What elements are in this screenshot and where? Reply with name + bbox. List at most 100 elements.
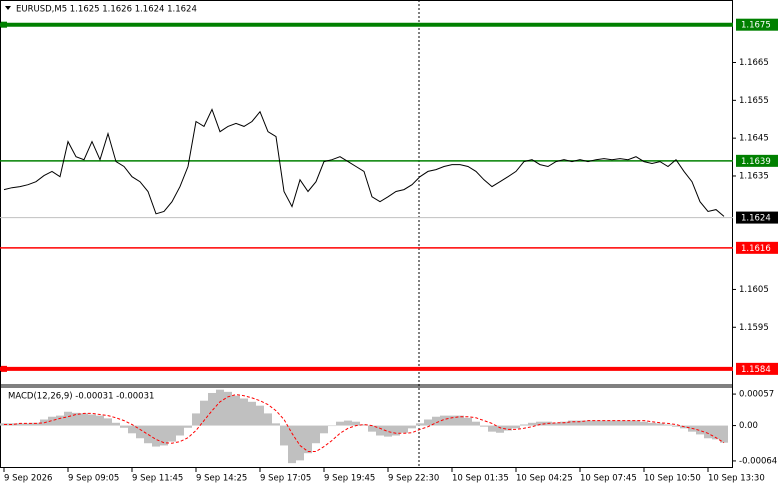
histogram-bar: [168, 425, 176, 442]
histogram-bar: [160, 425, 168, 446]
chart-title: EURUSD,M5 1.1625 1.1626 1.1624 1.1624: [16, 5, 197, 15]
histogram-bar: [136, 425, 144, 439]
histogram-bar: [80, 413, 88, 426]
histogram-bar: [112, 422, 120, 426]
histogram-bar: [576, 420, 584, 426]
histogram-bar: [448, 415, 456, 426]
histogram-bar: [464, 417, 472, 426]
histogram-bar: [528, 422, 536, 426]
histogram-bar: [88, 414, 96, 426]
histogram-bar: [352, 421, 360, 426]
histogram-bar: [120, 425, 128, 428]
histogram-bar: [96, 415, 104, 426]
x-tick-label: 9 Sep 19:45: [324, 474, 375, 484]
histogram-bar: [312, 425, 320, 444]
histogram-bar: [488, 425, 496, 432]
histogram-bar: [240, 398, 248, 426]
histogram-bar: [640, 421, 648, 426]
histogram-bar: [704, 425, 712, 439]
histogram-bar: [304, 425, 312, 454]
histogram-bar: [296, 425, 304, 461]
y-tick-label: -0.00064: [739, 456, 777, 466]
histogram-bar: [72, 412, 80, 426]
histogram-bar: [24, 423, 32, 426]
histogram-bar: [496, 425, 504, 433]
histogram-bar: [392, 425, 400, 436]
x-tick-label: 9 Sep 09:05: [68, 474, 119, 484]
histogram-bar: [648, 422, 656, 426]
histogram-bar: [216, 389, 224, 426]
histogram-bar: [568, 420, 576, 426]
x-tick-label: 9 Sep 17:05: [260, 474, 311, 484]
histogram-bar: [536, 421, 544, 426]
y-tick-label: 1.1635: [739, 171, 769, 181]
histogram-bar: [184, 425, 192, 428]
y-tick-label: 1.1645: [739, 134, 769, 144]
last-price-box: [736, 211, 778, 224]
histogram-bar: [376, 425, 384, 436]
histogram-bar: [416, 423, 424, 426]
histogram-bar: [504, 425, 512, 431]
histogram-bar: [264, 413, 272, 426]
histogram-bar: [520, 424, 528, 426]
histogram-bar: [288, 425, 296, 464]
histogram-bar: [560, 421, 568, 426]
histogram-bar: [320, 425, 328, 434]
signal-line: [4, 394, 725, 452]
histogram-bar: [328, 425, 336, 427]
histogram-bar: [616, 420, 624, 426]
histogram-bar: [720, 425, 728, 443]
y-tick-label: 0.00: [739, 421, 758, 431]
histogram-bar: [48, 416, 56, 426]
histogram-bar: [344, 420, 352, 426]
histogram-bar: [624, 420, 632, 426]
histogram-bar: [456, 415, 464, 426]
histogram-bar: [200, 400, 208, 426]
histogram-bar: [552, 422, 560, 426]
histogram-bar: [384, 425, 392, 437]
y-tick-label: 1.1595: [739, 323, 769, 333]
histogram-bar: [400, 425, 408, 433]
histogram-bar: [360, 424, 368, 426]
x-tick-label: 9 Sep 2026: [4, 474, 52, 484]
histogram-bar: [368, 425, 376, 432]
level-label-box: [736, 241, 778, 254]
y-tick-label: 0.00057: [739, 390, 774, 400]
histogram-bar: [424, 419, 432, 426]
level-handle: [1, 21, 7, 28]
histogram-bar: [208, 392, 216, 426]
histogram-bar: [56, 415, 64, 426]
histogram-bar: [696, 425, 704, 435]
histogram-bar: [608, 420, 616, 426]
x-tick-label: 10 Sep 04:25: [516, 474, 573, 484]
histogram-bar: [224, 391, 232, 426]
level-handle: [1, 365, 7, 372]
x-tick-label: 10 Sep 07:45: [580, 474, 637, 484]
histogram-bar: [280, 425, 288, 446]
histogram-bar: [440, 415, 448, 426]
plot-frame: [0, 0, 733, 468]
level-label: 1.1675: [741, 21, 771, 31]
histogram-bar: [672, 425, 680, 427]
histogram-bar: [152, 425, 160, 447]
histogram-bar: [144, 425, 152, 444]
histogram-bar: [32, 422, 40, 426]
histogram-bar: [592, 420, 600, 426]
menu-triangle: [5, 6, 11, 10]
histogram-bar: [632, 420, 640, 426]
y-tick-label: 1.1665: [739, 58, 769, 68]
histogram-bar: [192, 413, 200, 426]
histogram-bar: [104, 418, 112, 426]
histogram-bar: [128, 425, 136, 434]
level-label-box: [736, 18, 778, 31]
indicator-title: MACD(12,26,9) -0.00031 -0.00031: [8, 392, 154, 402]
level-label: 1.1584: [741, 365, 771, 375]
price-line: [3, 108, 725, 217]
histogram-bar: [16, 423, 24, 426]
x-tick-label: 9 Sep 22:30: [388, 474, 439, 484]
x-tick-label: 9 Sep 14:25: [196, 474, 247, 484]
x-tick-label: 10 Sep 13:30: [708, 474, 765, 484]
histogram-bar: [664, 424, 672, 426]
